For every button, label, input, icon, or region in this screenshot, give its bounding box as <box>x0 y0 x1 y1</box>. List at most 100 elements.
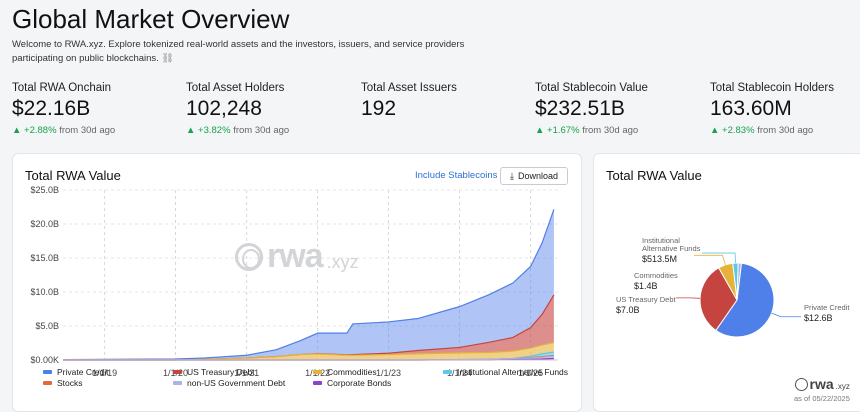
globe-icon <box>235 242 263 271</box>
logo-text: rwa <box>809 376 834 392</box>
legend-label: Private Credit <box>57 367 109 377</box>
pie-slice-private_credit[interactable] <box>715 262 775 338</box>
pie-leader-line <box>694 254 726 265</box>
legend-swatch <box>313 381 322 385</box>
download-button[interactable]: ⤓ Download <box>500 167 568 185</box>
legend-label: non-US Government Debt <box>187 378 286 388</box>
stat-change-suffix: from 30d ago <box>582 125 639 136</box>
legend-swatch <box>173 370 182 374</box>
stat-change: ▲ +2.83% from 30d ago <box>710 125 860 136</box>
page-subtitle: Welcome to RWA.xyz. Explore tokenized re… <box>12 38 502 66</box>
stat-change-suffix: from 30d ago <box>757 125 814 136</box>
pie-label: Alternative Funds <box>642 244 701 253</box>
stat-change-value: +1.67% <box>547 125 580 136</box>
legend-swatch <box>43 370 52 374</box>
x-tick-label: 1/1/25 <box>518 368 543 378</box>
y-tick-label: $20.0B <box>30 219 59 229</box>
area-commodities <box>63 342 554 360</box>
stat-total-rwa-onchain: Total RWA Onchain $22.16B ▲ +2.88% from … <box>12 82 182 136</box>
pie-value-label: $1.4B <box>634 281 658 291</box>
legend-swatch <box>443 370 452 374</box>
stat-value: $232.51B <box>535 97 625 120</box>
stat-change-value: +2.83% <box>722 125 755 136</box>
x-tick-label: 1/1/21 <box>234 368 259 378</box>
legend-item-institutional[interactable]: Institutional Alternative Funds <box>443 367 568 377</box>
legend-label: Corporate Bonds <box>327 378 392 388</box>
legend-item-us_treasury[interactable]: US Treasury Debt <box>173 367 255 377</box>
pie-leader-line <box>771 312 801 318</box>
pie-slice-us_treasury[interactable] <box>699 267 738 332</box>
stat-total-stablecoin-value: Total Stablecoin Value $232.51B ▲ +1.67%… <box>535 82 705 136</box>
card-title: Total RWA Value <box>25 168 121 183</box>
stats-row: Total RWA Onchain $22.16B ▲ +2.88% from … <box>12 82 860 142</box>
stat-value: 163.60M <box>710 97 792 120</box>
pie-label: Commodities <box>634 271 678 280</box>
watermark-sub: .xyz <box>326 252 359 272</box>
stat-value: $22.16B <box>12 97 91 120</box>
stat-change-value: +2.88% <box>24 125 57 136</box>
y-tick-label: $25.0B <box>30 185 59 195</box>
area-chart: $0.00K $5.0B $10.0B $15.0B $20.0B $25.0B 1/1/1… <box>30 185 558 378</box>
pie-slice-non_us_gov[interactable] <box>736 262 742 301</box>
total-rwa-value-card: Total RWA Value Include Stablecoins ⤓ Do… <box>12 153 582 412</box>
stat-total-asset-holders: Total Asset Holders 102,248 ▲ +3.82% fro… <box>186 82 356 136</box>
up-arrow-icon: ▲ <box>535 125 548 136</box>
stat-total-stablecoin-holders: Total Stablecoin Holders 163.60M ▲ +2.83… <box>710 82 860 136</box>
stat-label: Total Stablecoin Value <box>535 82 648 94</box>
pie-value-label: $513.5M <box>642 254 677 264</box>
legend-label: Institutional Alternative Funds <box>457 367 569 377</box>
legend-swatch <box>173 381 182 385</box>
pie-value-label: $7.0B <box>616 305 640 315</box>
y-tick-label: $10.0B <box>30 287 59 297</box>
pie-label: US Treasury Debt <box>616 295 677 304</box>
legend-swatch <box>313 370 322 374</box>
card-title: Total RWA Value <box>606 168 702 183</box>
legend-item-private_credit[interactable]: Private Credit <box>43 367 109 377</box>
side-footer: rwa .xyz as of 05/22/2025 <box>794 376 850 403</box>
pie-value-label: $12.6B <box>804 313 833 323</box>
up-arrow-icon: ▲ <box>12 125 25 136</box>
x-tick-label: 1/1/24 <box>447 368 472 378</box>
pie-label: Institutional <box>642 236 680 245</box>
rwa-watermark: rwa .xyz <box>235 237 359 276</box>
stat-label: Total Asset Holders <box>186 82 285 94</box>
stat-value: 102,248 <box>186 97 262 120</box>
legend-label: US Treasury Debt <box>187 367 255 377</box>
legend-item-non_us_gov[interactable]: non-US Government Debt <box>173 378 285 388</box>
legend-item-corporate_bonds[interactable]: Corporate Bonds <box>313 378 391 388</box>
include-stablecoins-link[interactable]: Include Stablecoins <box>415 170 498 181</box>
stat-change: ▲ +1.67% from 30d ago <box>535 125 705 136</box>
download-icon: ⤓ <box>509 170 514 181</box>
stat-label: Total Asset Issuers <box>361 82 457 94</box>
rwa-logo: rwa .xyz <box>794 376 850 392</box>
y-tick-label: $5.0B <box>35 321 59 331</box>
stat-change: ▲ +3.82% from 30d ago <box>186 125 356 136</box>
y-tick-label: $0.00K <box>30 355 59 365</box>
pie-label: Private Credit <box>804 303 850 312</box>
stat-label: Total Stablecoin Holders <box>710 82 835 94</box>
total-rwa-value-pie-card: Total RWA Value Private Credit $12.6B US T… <box>593 153 860 412</box>
watermark-text: rwa <box>267 237 324 275</box>
legend-item-commodities[interactable]: Commodities <box>313 367 377 377</box>
y-tick-label: $15.0B <box>30 253 59 263</box>
stat-label: Total RWA Onchain <box>12 82 112 94</box>
pie-chart: Private Credit$12.6B US Treasury Debt$7.0… <box>616 236 850 338</box>
up-arrow-icon: ▲ <box>186 125 199 136</box>
stat-change: ▲ +2.88% from 30d ago <box>12 125 182 136</box>
stat-change-value: +3.82% <box>198 125 231 136</box>
stat-value: 192 <box>361 97 397 120</box>
pie-leader-line <box>702 252 736 264</box>
x-tick-label: 1/1/19 <box>92 368 117 378</box>
stat-change-suffix: from 30d ago <box>233 125 290 136</box>
line-private_credit <box>62 209 555 361</box>
legend-label: Commodities <box>327 367 377 377</box>
as-of-date: as of 05/22/2025 <box>794 394 850 403</box>
legend-item-stocks[interactable]: Stocks <box>43 378 83 388</box>
subtitle-text: Welcome to RWA.xyz. Explore tokenized re… <box>12 39 465 64</box>
legend-label: Stocks <box>57 378 83 388</box>
up-arrow-icon: ▲ <box>710 125 723 136</box>
legend-swatch <box>43 381 52 385</box>
link-icon: ⛓ <box>161 53 174 64</box>
globe-icon <box>794 377 808 391</box>
chart-legend: Private Credit US Treasury Debt Commoditie… <box>43 367 583 397</box>
